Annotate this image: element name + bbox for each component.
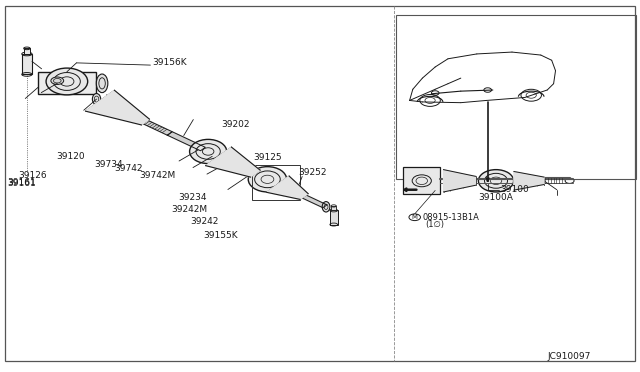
- Text: 39125: 39125: [253, 154, 282, 163]
- Bar: [396, 15, 636, 179]
- Text: JC910097: JC910097: [547, 352, 591, 361]
- Polygon shape: [86, 90, 149, 125]
- Text: 39252: 39252: [298, 168, 327, 177]
- Ellipse shape: [96, 74, 108, 93]
- Text: 39242: 39242: [191, 217, 219, 226]
- Text: 08915-13B1A: 08915-13B1A: [422, 213, 479, 222]
- Ellipse shape: [479, 170, 514, 192]
- Text: 39242M: 39242M: [172, 205, 207, 214]
- Ellipse shape: [46, 68, 88, 95]
- Text: 39234: 39234: [178, 193, 207, 202]
- Text: 39161: 39161: [8, 178, 36, 187]
- Bar: [330, 211, 337, 225]
- Text: 39742: 39742: [114, 164, 143, 173]
- Text: 39126: 39126: [18, 171, 47, 180]
- Ellipse shape: [189, 140, 227, 164]
- Text: M: M: [412, 214, 418, 220]
- Ellipse shape: [248, 167, 287, 192]
- Bar: [24, 48, 30, 54]
- Text: 39120: 39120: [56, 153, 85, 161]
- Text: 39100A: 39100A: [479, 193, 513, 202]
- Polygon shape: [302, 195, 327, 208]
- Circle shape: [51, 77, 64, 84]
- Polygon shape: [168, 132, 205, 151]
- Text: 39100: 39100: [500, 185, 529, 194]
- Ellipse shape: [322, 202, 330, 212]
- Text: 39156K: 39156K: [152, 58, 187, 67]
- Bar: [331, 206, 336, 211]
- Polygon shape: [444, 170, 476, 192]
- Text: (1∅): (1∅): [426, 220, 445, 229]
- Text: 39742M: 39742M: [140, 171, 176, 180]
- Bar: [403, 167, 440, 194]
- Polygon shape: [514, 171, 544, 190]
- Polygon shape: [143, 120, 172, 135]
- Bar: [252, 165, 300, 200]
- Polygon shape: [205, 147, 260, 177]
- Bar: [22, 54, 32, 74]
- Ellipse shape: [92, 93, 100, 105]
- Bar: [38, 72, 96, 94]
- Text: 39734: 39734: [95, 160, 124, 169]
- Text: 39161: 39161: [8, 179, 36, 187]
- Text: 39202: 39202: [221, 120, 250, 129]
- Text: 39155K: 39155K: [204, 231, 238, 240]
- Polygon shape: [267, 176, 308, 199]
